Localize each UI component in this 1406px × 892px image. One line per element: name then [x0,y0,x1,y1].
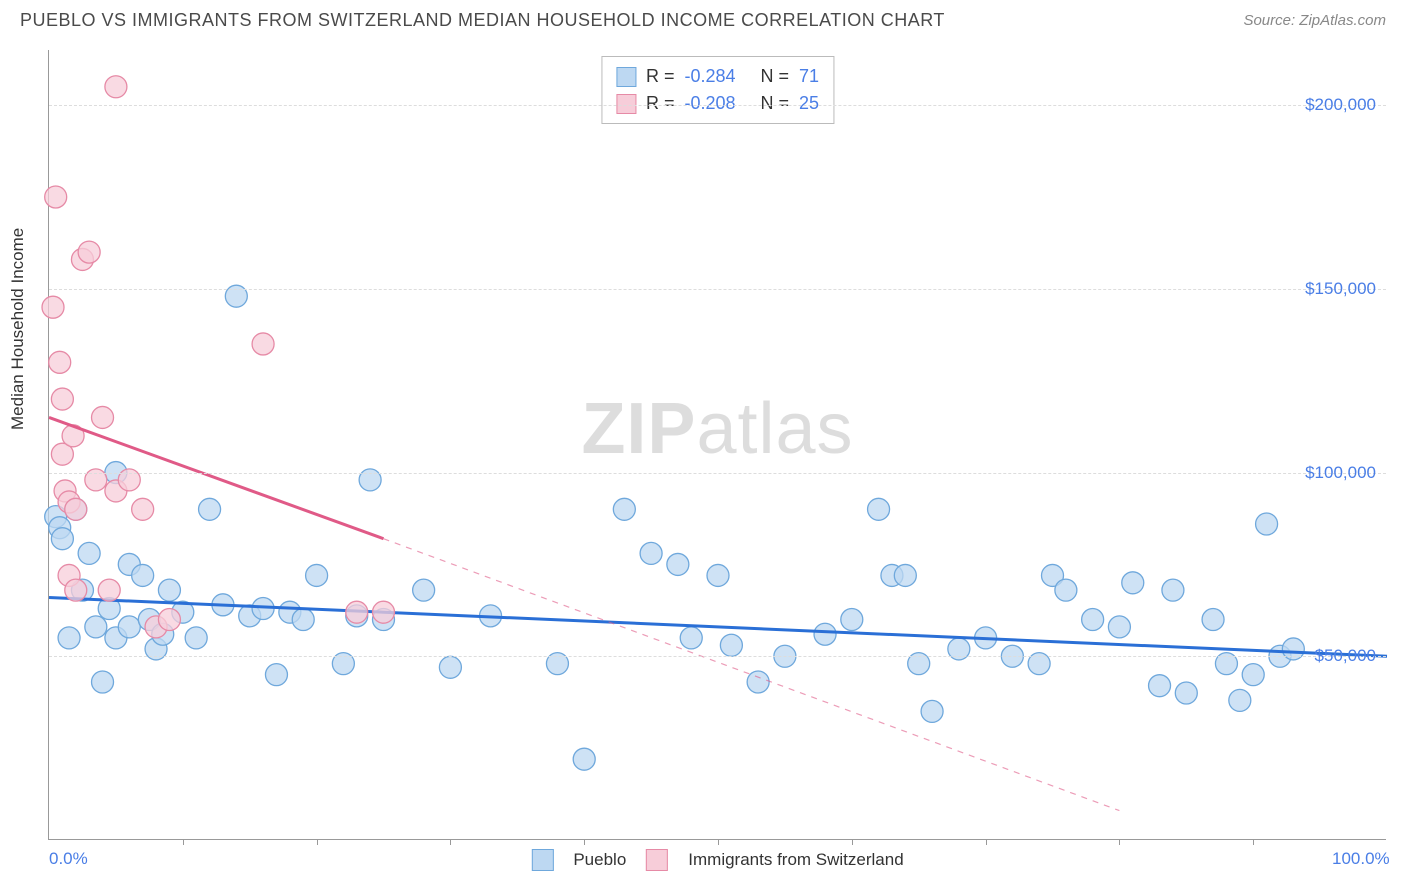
scatter-point [92,406,114,428]
gridline [49,656,1386,657]
scatter-point [51,528,73,550]
y-tick-label: $200,000 [1305,95,1376,115]
scatter-point [894,564,916,586]
x-tick [450,839,451,845]
scatter-point [720,634,742,656]
x-tick [986,839,987,845]
y-axis-label: Median Household Income [8,228,28,430]
scatter-point [85,616,107,638]
scatter-point [841,609,863,631]
scatter-point [1229,689,1251,711]
scatter-point [868,498,890,520]
scatter-point [1149,675,1171,697]
scatter-point [921,700,943,722]
scatter-plot [49,50,1386,839]
x-axis-label: 100.0% [1332,849,1390,869]
gridline [49,289,1386,290]
legend-swatch-icon [616,94,636,114]
scatter-point [185,627,207,649]
scatter-point [680,627,702,649]
scatter-point [439,656,461,678]
scatter-point [98,579,120,601]
stats-row: R = -0.284 N = 71 [616,63,819,90]
scatter-point [49,351,71,373]
scatter-point [1256,513,1278,535]
scatter-point [1242,664,1264,686]
scatter-point [306,564,328,586]
x-tick [718,839,719,845]
scatter-point [78,542,100,564]
x-tick [317,839,318,845]
scatter-point [373,601,395,623]
y-tick-label: $50,000 [1315,646,1376,666]
scatter-point [1122,572,1144,594]
scatter-point [45,186,67,208]
scatter-point [1108,616,1130,638]
chart-area: ZIPatlas R = -0.284 N = 71 R = -0.208 N … [48,50,1386,840]
legend-swatch-icon [531,849,553,871]
scatter-point [1162,579,1184,601]
scatter-point [1055,579,1077,601]
scatter-point [132,498,154,520]
scatter-point [42,296,64,318]
chart-title: PUEBLO VS IMMIGRANTS FROM SWITZERLAND ME… [20,10,945,31]
x-tick [1253,839,1254,845]
scatter-point [265,664,287,686]
header: PUEBLO VS IMMIGRANTS FROM SWITZERLAND ME… [0,0,1406,36]
stats-box: R = -0.284 N = 71 R = -0.208 N = 25 [601,56,834,124]
scatter-point [747,671,769,693]
x-tick [183,839,184,845]
scatter-point [65,579,87,601]
legend-swatch-icon [646,849,668,871]
scatter-point [105,76,127,98]
legend-swatch-icon [616,67,636,87]
scatter-point [92,671,114,693]
scatter-point [1175,682,1197,704]
scatter-point [1202,609,1224,631]
scatter-point [640,542,662,564]
scatter-point [58,627,80,649]
source-label: Source: ZipAtlas.com [1243,12,1386,29]
legend-label: Immigrants from Switzerland [688,850,903,870]
scatter-point [707,564,729,586]
scatter-point [814,623,836,645]
x-axis-label: 0.0% [49,849,88,869]
legend-label: Pueblo [573,850,626,870]
x-tick [584,839,585,845]
scatter-point [1082,609,1104,631]
bottom-legend: Pueblo Immigrants from Switzerland [531,849,903,871]
gridline [49,105,1386,106]
scatter-point [65,498,87,520]
scatter-point [118,616,140,638]
scatter-point [292,609,314,631]
y-tick-label: $100,000 [1305,463,1376,483]
scatter-point [346,601,368,623]
scatter-point [51,388,73,410]
scatter-point [252,333,274,355]
scatter-point [158,609,180,631]
scatter-point [413,579,435,601]
x-tick [1119,839,1120,845]
x-tick [852,839,853,845]
scatter-point [613,498,635,520]
y-tick-label: $150,000 [1305,279,1376,299]
scatter-point [78,241,100,263]
scatter-point [132,564,154,586]
scatter-point [667,553,689,575]
scatter-point [158,579,180,601]
scatter-point [199,498,221,520]
gridline [49,473,1386,474]
scatter-point [573,748,595,770]
stats-row: R = -0.208 N = 25 [616,90,819,117]
